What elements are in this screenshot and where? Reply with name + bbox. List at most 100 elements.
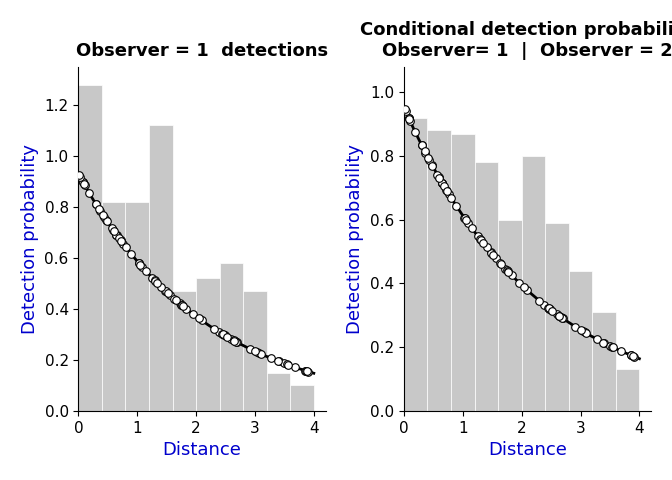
Point [147,274,158,282]
Bar [616,370,639,411]
Point [442,187,452,194]
Point [432,171,443,179]
Point [226,336,237,343]
Point [410,128,421,135]
Point [218,331,229,338]
Bar [474,162,498,411]
Point [608,344,619,351]
Point [403,114,414,121]
Point [485,249,496,256]
Y-axis label: Detection probability: Detection probability [21,144,39,334]
Point [599,339,610,347]
Point [507,272,517,279]
Point [439,182,450,190]
Point [615,347,626,355]
Point [556,314,567,322]
Point [111,231,122,239]
Point [156,283,167,290]
Point [513,279,524,287]
Point [575,326,586,334]
Point [300,367,311,375]
Point [77,179,88,186]
Point [108,227,119,235]
Bar [290,385,314,411]
Point [77,179,88,186]
Bar [102,202,126,411]
Point [252,348,263,356]
Point [302,367,312,375]
Point [433,173,444,181]
Bar [196,278,220,411]
Point [542,304,553,312]
Point [416,141,427,149]
Point [486,249,497,257]
Point [547,307,558,315]
Bar [126,202,149,411]
Point [475,236,486,243]
Point [254,349,265,357]
Point [230,337,241,345]
Point [552,311,562,318]
Point [545,305,556,313]
Point [101,217,112,225]
Point [101,216,112,224]
Point [107,225,118,232]
Point [444,190,454,198]
Point [437,179,448,186]
Point [500,265,511,273]
Point [441,186,452,193]
Point [228,336,239,344]
Point [281,360,292,368]
X-axis label: Distance: Distance [488,441,567,459]
Point [94,205,105,213]
Title: Conditional detection probability
Observer= 1  |  Observer = 2: Conditional detection probability Observ… [360,21,672,60]
Point [111,231,122,239]
Point [95,207,106,215]
Point [230,338,241,346]
Point [303,368,314,375]
Point [91,201,101,208]
Point [557,314,568,322]
Point [626,351,636,359]
Point [196,316,207,324]
Point [250,348,261,355]
Point [169,295,179,303]
Point [222,333,233,340]
Point [174,300,185,307]
Point [403,114,414,121]
Point [460,215,470,222]
Point [481,243,492,251]
Point [419,147,430,155]
Point [462,219,473,227]
Point [74,171,85,179]
Point [115,237,126,244]
Point [478,239,489,247]
Point [544,304,554,312]
Point [84,190,95,197]
Point [165,291,175,299]
Point [245,345,255,353]
Point [79,180,89,187]
Point [581,329,592,337]
Point [188,311,199,318]
X-axis label: Distance: Distance [163,441,241,459]
Point [404,116,415,123]
Point [451,202,462,210]
Point [134,261,145,268]
Point [488,252,499,259]
Point [570,323,581,331]
Point [133,259,144,267]
Point [591,335,602,343]
Point [120,243,131,251]
Point [75,173,85,181]
Point [626,352,637,360]
Point [171,296,181,304]
Point [495,259,505,266]
Point [228,336,239,344]
Point [427,161,437,168]
Point [534,297,544,304]
Point [149,276,160,284]
Point [399,105,410,113]
Bar [545,223,569,411]
Bar [451,133,474,411]
